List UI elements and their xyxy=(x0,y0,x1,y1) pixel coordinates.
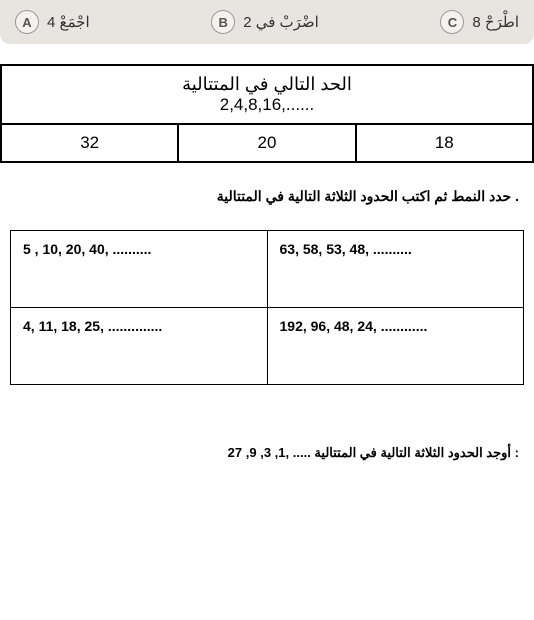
sequence-header-line1: الحد التالي في المتتالية xyxy=(10,74,524,95)
option-b[interactable]: B اضْرَبْ في 2 xyxy=(211,10,319,34)
pattern-table: 5 , 10, 20, 40, .......... 63, 58, 53, 4… xyxy=(10,230,524,385)
answer-cell-0: 32 xyxy=(1,124,178,162)
option-b-circle: B xyxy=(211,10,235,34)
option-a-circle: A xyxy=(15,10,39,34)
answer-cell-2: 18 xyxy=(356,124,533,162)
pattern-r1-left: 5 , 10, 20, 40, .......... xyxy=(11,231,268,308)
option-c-text: اطْرَحْ 8 xyxy=(472,13,519,31)
sequence-table: الحد التالي في المتتالية 2,4,8,16,......… xyxy=(0,64,534,163)
pattern-r2-right: 192, 96, 48, 24, ............ xyxy=(267,308,524,385)
option-a[interactable]: A اجْمَعْ 4 xyxy=(15,10,90,34)
option-a-text: اجْمَعْ 4 xyxy=(47,13,90,31)
sequence-header-line2: 2,4,8,16,...... xyxy=(10,95,524,115)
answer-cell-1: 20 xyxy=(178,124,355,162)
bottom-question: أوجد الحدود الثلاثة التالية في المتتالية… xyxy=(0,445,534,471)
option-b-text: اضْرَبْ في 2 xyxy=(243,13,319,31)
pattern-r2-left: 4, 11, 18, 25, .............. xyxy=(11,308,268,385)
sequence-header-cell: الحد التالي في المتتالية 2,4,8,16,...... xyxy=(1,65,533,124)
instruction-1: حدد النمط ثم اكتب الحدود الثلاثة التالية… xyxy=(0,188,534,230)
option-c-circle: C xyxy=(440,10,464,34)
options-bar: A اجْمَعْ 4 B اضْرَبْ في 2 C اطْرَحْ 8 xyxy=(0,0,534,44)
pattern-r1-right: 63, 58, 53, 48, .......... xyxy=(267,231,524,308)
option-c[interactable]: C اطْرَحْ 8 xyxy=(440,10,519,34)
